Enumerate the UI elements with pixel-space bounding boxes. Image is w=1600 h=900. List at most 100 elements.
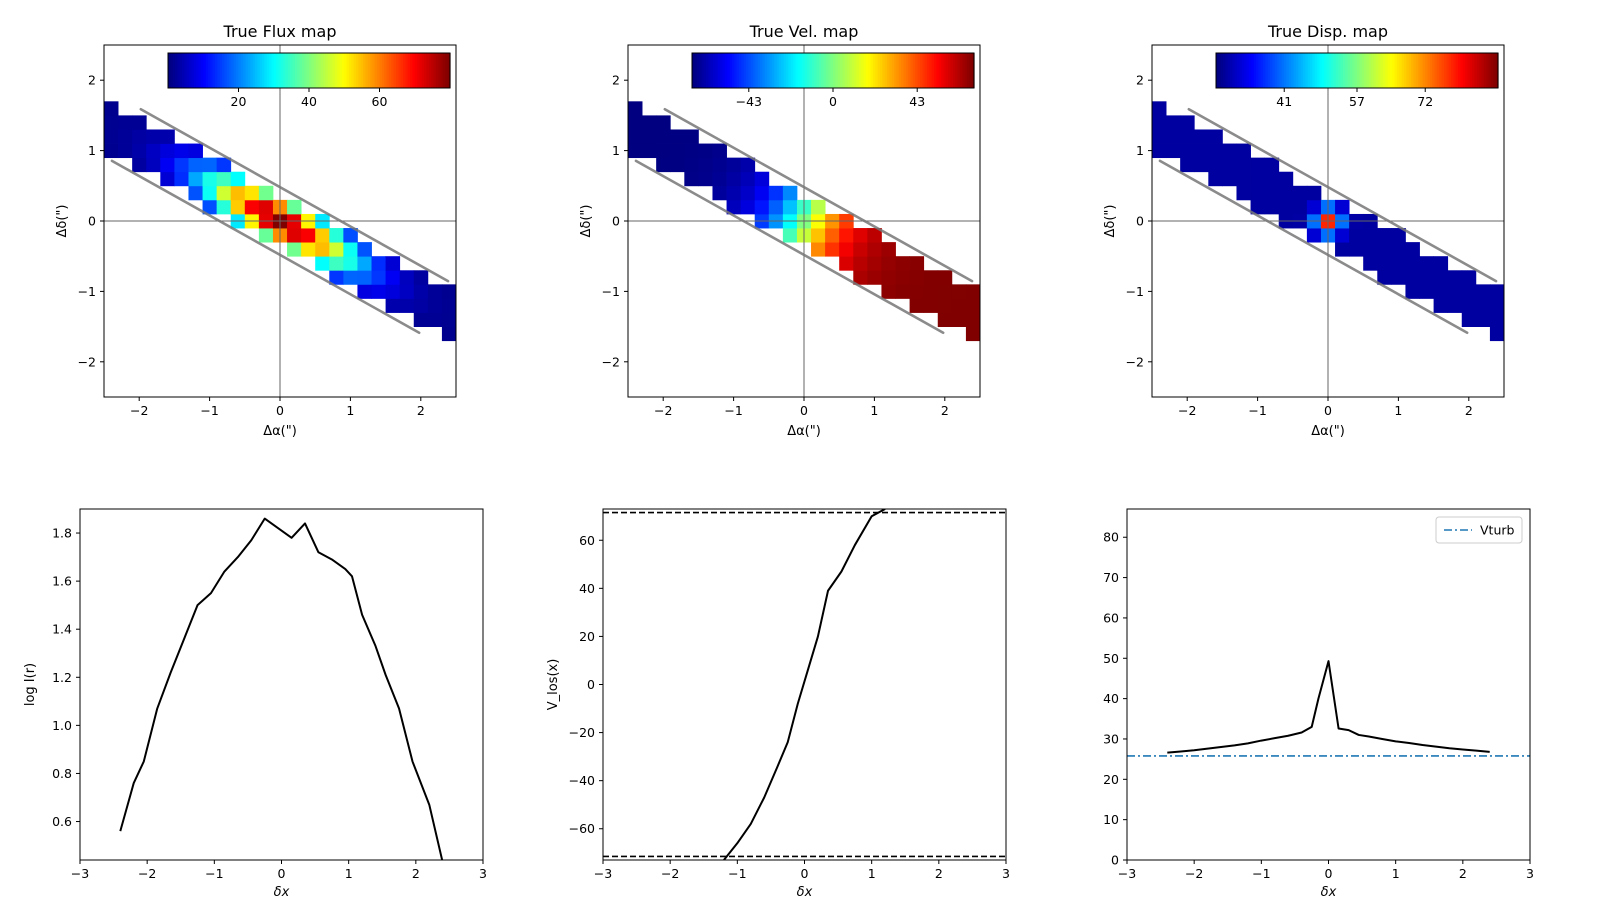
colorbar-segment — [1274, 53, 1278, 88]
map-pixel — [1377, 256, 1392, 271]
map-pixel — [441, 284, 457, 299]
colorbar-segment — [936, 53, 940, 88]
map-pixel — [698, 157, 713, 173]
map-pixel — [1433, 298, 1449, 313]
colorbar-segment — [1462, 53, 1466, 88]
colorbar-segment — [811, 53, 815, 88]
colorbar-segment — [320, 53, 324, 88]
map-pixel — [385, 270, 401, 285]
colorbar-segment — [226, 53, 230, 88]
colorbar-segment — [1314, 53, 1318, 88]
colorbar-segment — [325, 53, 329, 88]
colorbar-segment — [1298, 53, 1302, 88]
map-pixel — [825, 242, 840, 257]
colorbar-segment — [1357, 53, 1360, 88]
colorbar-segment — [915, 53, 919, 88]
map-pixel — [1166, 115, 1181, 130]
y-tick-label: 2 — [88, 73, 96, 88]
colorbar-segment — [966, 53, 970, 88]
map-pixel — [853, 256, 868, 271]
colorbar-segment — [910, 53, 914, 88]
colorbar-segment — [1418, 53, 1422, 88]
colorbar-segment — [1422, 53, 1426, 88]
colorbar-segment — [1455, 53, 1459, 88]
colorbar-segment — [922, 53, 926, 88]
colorbar-segment — [280, 53, 284, 88]
map-pixel — [371, 256, 386, 271]
colorbar-segment — [1371, 53, 1375, 88]
map-pixel — [1208, 129, 1223, 144]
colorbar-segment — [767, 53, 771, 88]
colorbar-segment — [769, 53, 773, 88]
map-pixel — [923, 298, 939, 313]
colorbar-tick-label: 57 — [1349, 94, 1365, 109]
map-pixel — [951, 298, 967, 313]
colorbar-segment — [957, 53, 961, 88]
colorbar-segment — [807, 53, 811, 88]
map-pixel — [1166, 129, 1181, 144]
colorbar-segment — [1413, 53, 1417, 88]
y-tick-label: 1 — [88, 143, 96, 158]
map-pixel — [146, 157, 161, 173]
colorbar-segment — [1312, 53, 1316, 88]
colorbar-segment — [198, 53, 202, 88]
colorbar-segment — [774, 53, 778, 88]
colorbar-tick-label: 20 — [231, 94, 247, 109]
map-pixel — [909, 256, 925, 271]
colorbar-segment — [1453, 53, 1457, 88]
colorbar-segment — [1310, 53, 1313, 88]
colorbar-segment — [278, 53, 282, 88]
colorbar-segment — [748, 53, 752, 88]
map-pixel — [160, 157, 175, 173]
colorbar-segment — [1392, 53, 1396, 88]
colorbar-segment — [1232, 53, 1236, 88]
map-pixel — [656, 157, 671, 173]
colorbar-tick-label: 41 — [1276, 94, 1292, 109]
map-pixel — [441, 326, 457, 342]
colorbar-segment — [710, 53, 714, 88]
colorbar-segment — [177, 53, 181, 88]
colorbar-segment — [847, 53, 851, 88]
colorbar-segment — [757, 53, 761, 88]
colorbar-segment — [1300, 53, 1304, 88]
colorbar-segment — [1378, 53, 1382, 88]
colorbar-segment — [1469, 53, 1473, 88]
colorbar-segment — [964, 53, 968, 88]
x-tick-label: 1 — [1394, 403, 1402, 418]
colorbar-segment — [720, 53, 724, 88]
y-tick-label: −60 — [569, 821, 595, 836]
colorbar-segment — [259, 53, 263, 88]
map-pixel — [230, 171, 246, 187]
map-pixel — [628, 143, 643, 159]
colorbar-segment — [1321, 53, 1325, 88]
map-pixel — [881, 284, 896, 299]
map-pixel — [118, 143, 133, 159]
map-pixel — [427, 298, 443, 313]
map-pixel — [427, 284, 443, 299]
map-pixel — [965, 312, 981, 327]
colorbar-segment — [1237, 53, 1241, 88]
map-pixel — [1377, 228, 1392, 243]
x-tick-label: −3 — [71, 866, 89, 881]
colorbar-segment — [403, 53, 406, 88]
colorbar-segment — [1434, 53, 1438, 88]
map-pixel — [712, 157, 727, 173]
colorbar-segment — [750, 53, 754, 88]
map-pixel — [301, 242, 316, 257]
colorbar-segment — [1324, 53, 1328, 88]
colorbar-segment — [955, 53, 959, 88]
map-pixel — [965, 284, 981, 299]
x-tick-label: −3 — [594, 866, 612, 881]
map-pixel — [909, 284, 925, 299]
x-tick-label: 2 — [412, 866, 420, 881]
colorbar-tick-label: 60 — [372, 94, 388, 109]
colorbar-segment — [762, 53, 766, 88]
map-pixel — [726, 171, 742, 187]
map-pixel — [881, 270, 896, 285]
colorbar-segment — [262, 53, 265, 88]
colorbar-segment — [1302, 53, 1306, 88]
colorbar-segment — [431, 53, 435, 88]
colorbar-segment — [1347, 53, 1351, 88]
map-pixel — [754, 185, 770, 201]
colorbar-segment — [1446, 53, 1450, 88]
